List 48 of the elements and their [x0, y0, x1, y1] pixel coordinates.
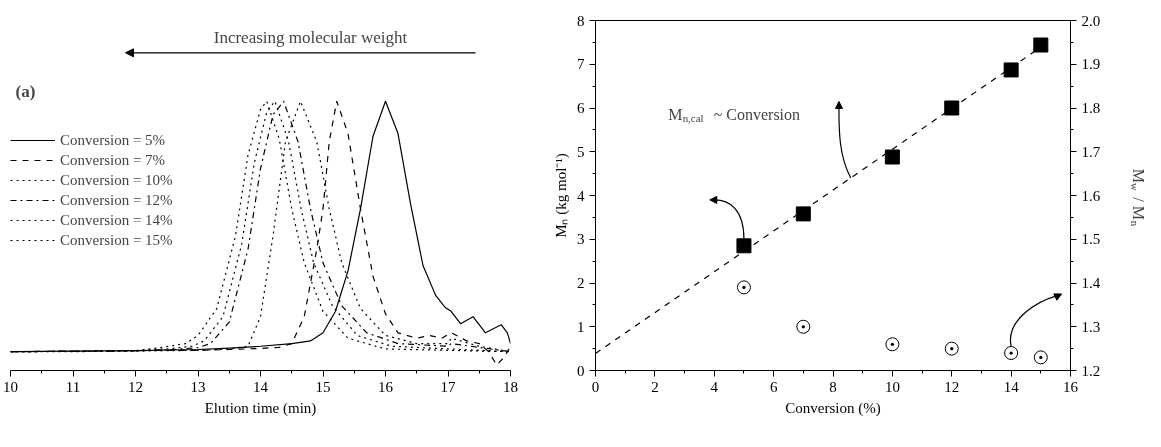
x-tick-label: 14 [253, 378, 269, 395]
y2-tick-label: 1.8 [1081, 100, 1101, 116]
y2-tick-label: 1.9 [1081, 56, 1101, 73]
legend-label: Conversion = 12% [60, 191, 173, 209]
x-tick-label: 2 [651, 378, 659, 395]
legend-label: Conversion = 15% [60, 231, 173, 249]
y-tick-label: 7 [577, 56, 585, 73]
x-tick-label: 17 [440, 378, 456, 395]
y-tick-label: 6 [577, 100, 585, 116]
x-tick-label: 16 [1063, 378, 1079, 395]
x-tick-label: 10 [3, 378, 18, 395]
legend-label: Conversion = 14% [60, 211, 173, 229]
x-axis-title: Elution time (min) [204, 399, 317, 417]
x-tick-label: 0 [591, 378, 600, 395]
legend-label: Conversion = 5% [60, 131, 166, 149]
y-tick-label: 4 [577, 187, 585, 204]
y2-axis-title: Mw / Mn [1128, 168, 1147, 227]
y-axis-title: Mₙ (kg mol⁻¹) [553, 153, 570, 238]
x-axis-title: Conversion (%) [785, 399, 881, 417]
x-tick-label: 10 [884, 378, 900, 395]
x-tick-label: 16 [378, 378, 394, 395]
y2-tick-label: 1.5 [1081, 231, 1101, 248]
legend-label: Conversion = 10% [60, 171, 173, 189]
y-tick-label: 0 [577, 362, 585, 379]
y-tick-label: 1 [577, 318, 585, 335]
x-tick-label: 6 [769, 378, 778, 395]
y2-tick-label: 1.6 [1081, 187, 1101, 204]
x-tick-label: 13 [190, 378, 206, 395]
x-tick-label: 18 [503, 378, 518, 395]
x-tick-label: 14 [1003, 378, 1020, 395]
y2-tick-label: 1.4 [1081, 275, 1101, 291]
y-tick-label: 3 [577, 231, 585, 248]
x-tick-label: 15 [315, 378, 331, 395]
text: (a) [15, 82, 36, 102]
x-tick-label: 8 [829, 378, 837, 395]
x-tick-label: 12 [128, 378, 143, 395]
x-tick-label: 11 [65, 378, 81, 395]
text: Increasing molecular weight [213, 28, 408, 48]
x-tick-label: 12 [944, 378, 960, 395]
x-tick-label: 4 [710, 378, 719, 395]
y2-tick-label: 1.2 [1081, 362, 1101, 379]
y-tick-label: 8 [577, 12, 585, 29]
y-tick-label: 5 [577, 143, 585, 160]
y2-tick-label: 1.7 [1081, 143, 1101, 160]
legend-label: Conversion = 7% [60, 151, 166, 169]
y2-tick-label: 2.0 [1081, 12, 1101, 29]
y2-tick-label: 1.3 [1081, 318, 1101, 335]
y-tick-label: 2 [577, 275, 585, 291]
